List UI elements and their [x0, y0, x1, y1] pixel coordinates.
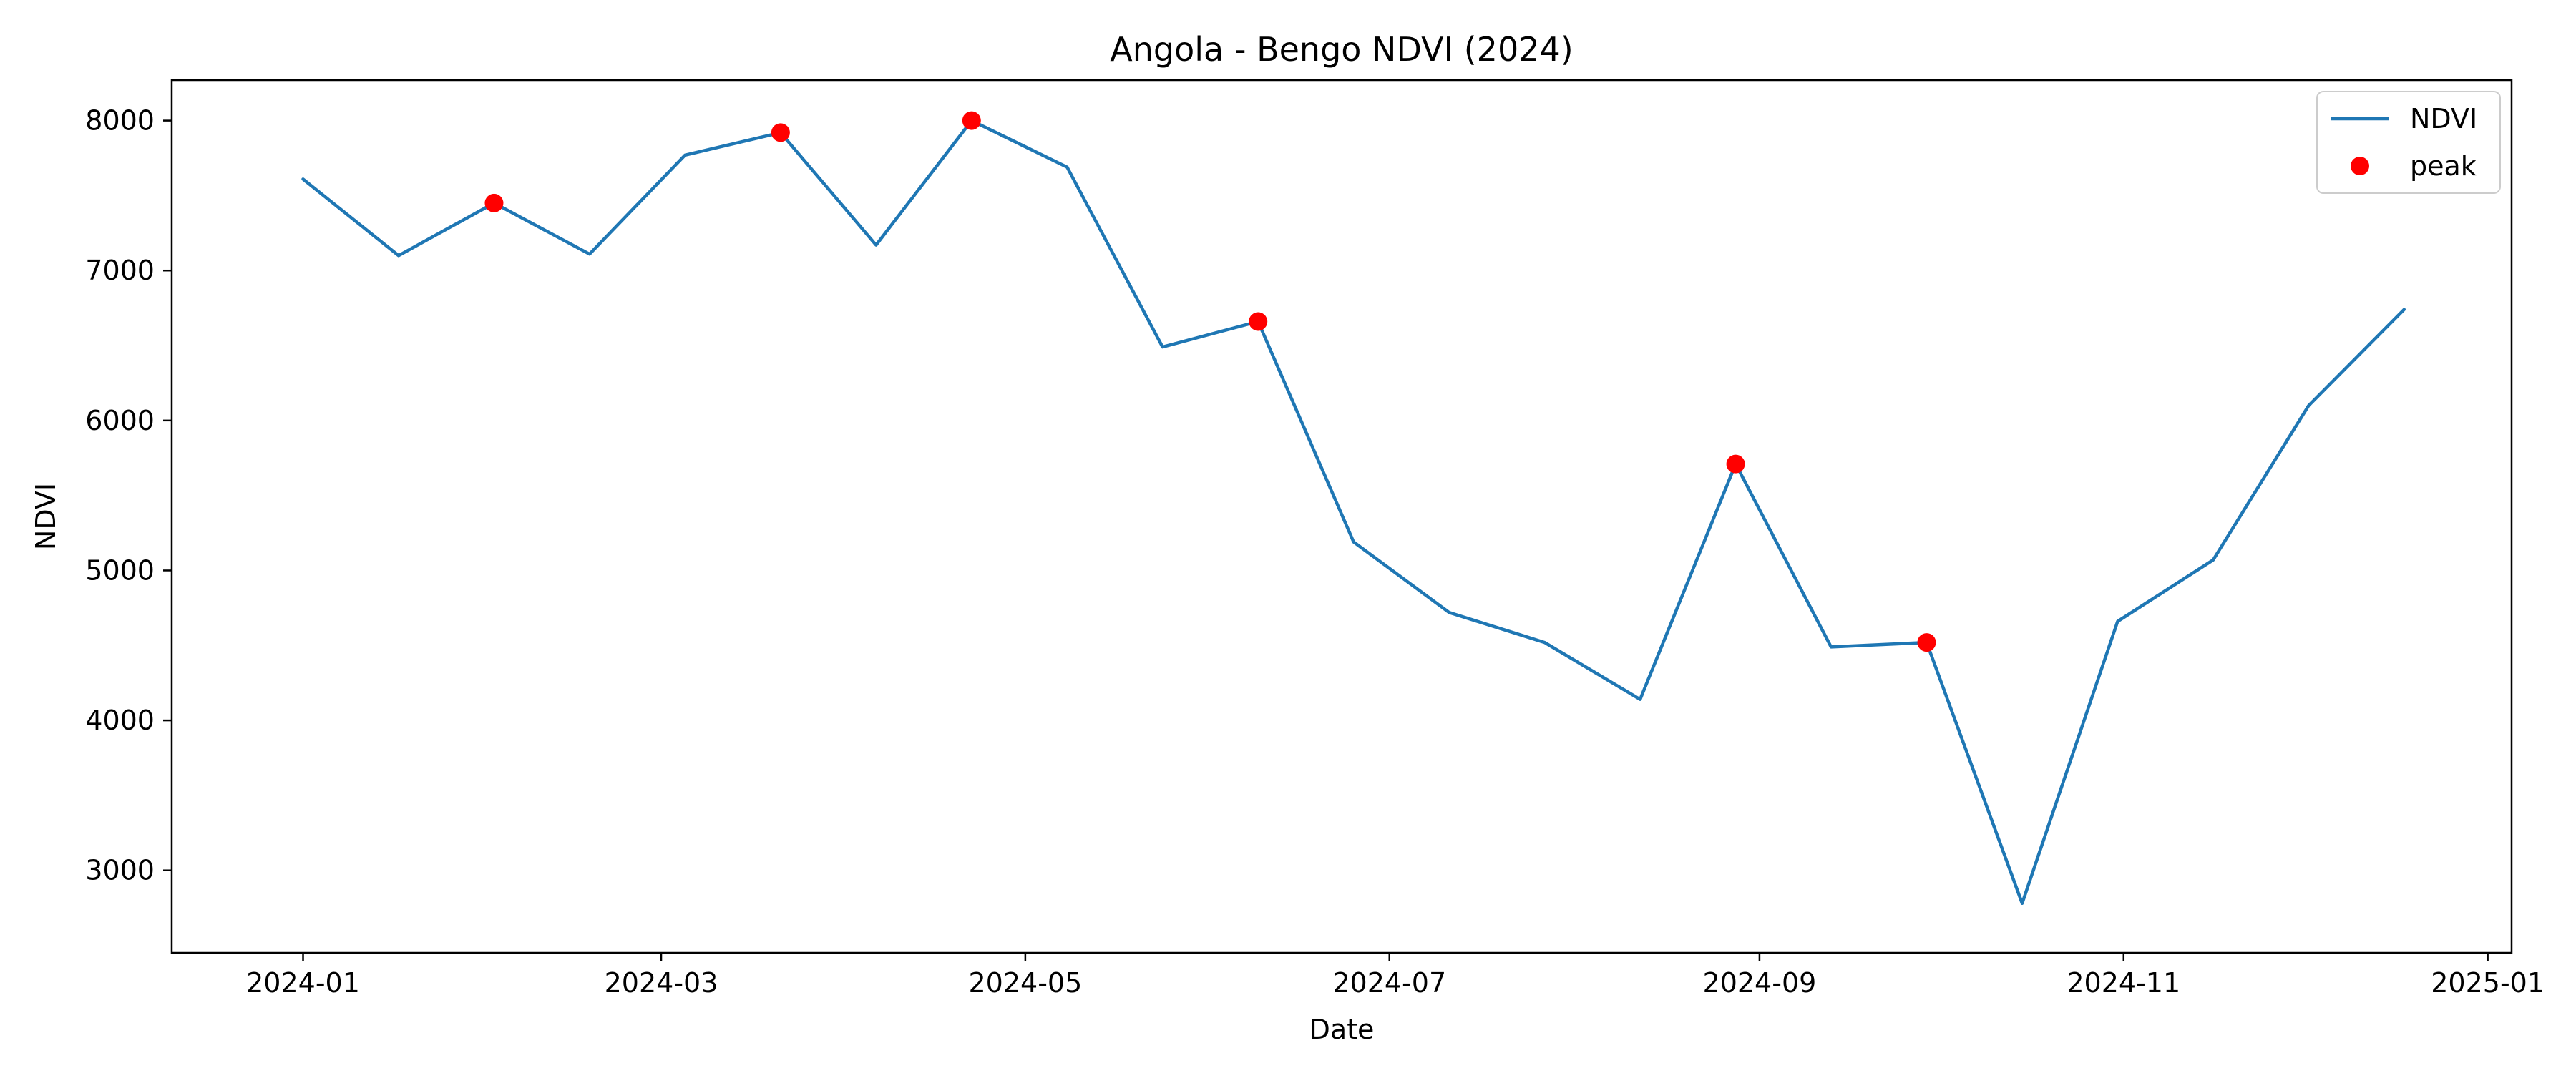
ndvi-point [2307, 404, 2310, 407]
legend-label-peak: peak [2410, 150, 2477, 182]
x-axis: 2024-01 2024-03 2024-05 2024-07 2024-09 2024-… [246, 953, 2545, 999]
ndvi-point [874, 244, 877, 247]
peak-marker [1917, 633, 1936, 652]
ndvi-point [397, 254, 400, 257]
series-markers-peak [484, 111, 1936, 652]
ndvi-point [1352, 541, 1355, 544]
ndvi-point [1543, 641, 1546, 644]
x-tick-label: 2025-01 [2431, 967, 2545, 999]
ndvi-point [2116, 620, 2119, 623]
ndvi-point [302, 177, 305, 180]
x-tick-label: 2024-09 [1703, 967, 1817, 999]
ndvi-point [1830, 645, 1833, 648]
peak-marker [771, 123, 790, 142]
peak-marker [484, 193, 504, 212]
peak-marker [1726, 454, 1745, 474]
peak-marker [962, 111, 981, 130]
ndvi-point [1161, 346, 1164, 348]
series-line-ndvi [301, 119, 2406, 906]
y-tick-label: 7000 [85, 255, 155, 286]
ndvi-point [683, 154, 686, 157]
ndvi-point [2021, 902, 2024, 905]
legend-marker-swatch [2351, 157, 2369, 175]
y-axis: 3000 4000 5000 6000 7000 8000 [85, 105, 172, 886]
x-tick-label: 2024-01 [246, 967, 360, 999]
x-axis-label: Date [1309, 1014, 1375, 1045]
ndvi-point [588, 253, 591, 255]
chart-title: Angola - Bengo NDVI (2024) [1110, 30, 1573, 69]
x-tick-label: 2024-03 [605, 967, 718, 999]
x-tick-label: 2024-07 [1332, 967, 1446, 999]
y-tick-label: 8000 [85, 105, 155, 137]
y-tick-label: 5000 [85, 554, 155, 586]
axes-frame [170, 79, 2513, 954]
legend: NDVI peak [2316, 91, 2501, 194]
ndvi-point [1639, 698, 1641, 701]
ndvi-point [1065, 166, 1068, 169]
y-axis-label: NDVI [30, 483, 62, 550]
x-tick-label: 2024-11 [2067, 967, 2180, 999]
plot-area [301, 111, 2406, 906]
x-tick-label: 2024-05 [968, 967, 1082, 999]
peak-marker [1249, 312, 1268, 331]
y-tick-label: 4000 [85, 705, 155, 736]
legend-label-ndvi: NDVI [2410, 103, 2477, 134]
ndvi-point [2212, 559, 2215, 562]
ndvi-point [1448, 611, 1450, 614]
y-tick-label: 3000 [85, 855, 155, 886]
ndvi-point [2403, 308, 2406, 311]
y-tick-label: 6000 [85, 405, 155, 436]
